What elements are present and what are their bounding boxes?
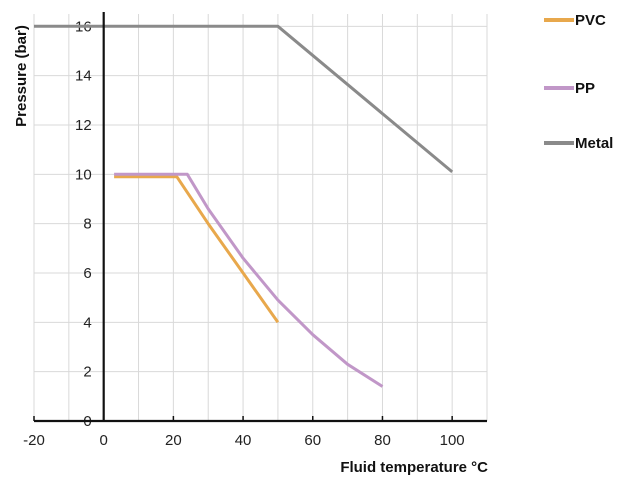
y-tick-label: 6	[83, 265, 91, 282]
x-tick-label: 60	[304, 432, 321, 449]
grid	[33, 14, 488, 422]
x-tick-label: 100	[440, 432, 465, 449]
x-axis-title: Fluid temperature °C	[340, 459, 488, 476]
series-layer	[34, 24, 454, 388]
x-tick-label: 0	[100, 432, 108, 449]
x-tick-label: 80	[374, 432, 391, 449]
y-tick-label: 14	[75, 68, 92, 85]
legend-label-pp: PP	[575, 80, 595, 97]
y-tick-label: 4	[83, 314, 91, 331]
y-tick-label: 8	[83, 216, 91, 233]
x-tick-label: 20	[165, 432, 182, 449]
legend-label-pvc: PVC	[575, 12, 606, 29]
axes	[33, 12, 487, 423]
x-tick-label: 40	[235, 432, 252, 449]
y-tick-label: 2	[83, 364, 91, 381]
legend-label-metal: Metal	[575, 135, 613, 152]
x-axis-ticks: -20 0 20 40 60 80 100	[23, 432, 465, 449]
legend: PVC PP Metal	[544, 12, 613, 152]
y-tick-label: 12	[75, 117, 92, 134]
series-line-pvc	[114, 175, 280, 324]
series-line-metal	[34, 24, 454, 174]
y-tick-label: 10	[75, 166, 92, 183]
y-axis-title: Pressure (bar)	[13, 25, 30, 127]
series-line-pp	[114, 172, 384, 388]
x-tick-label: -20	[23, 432, 45, 449]
